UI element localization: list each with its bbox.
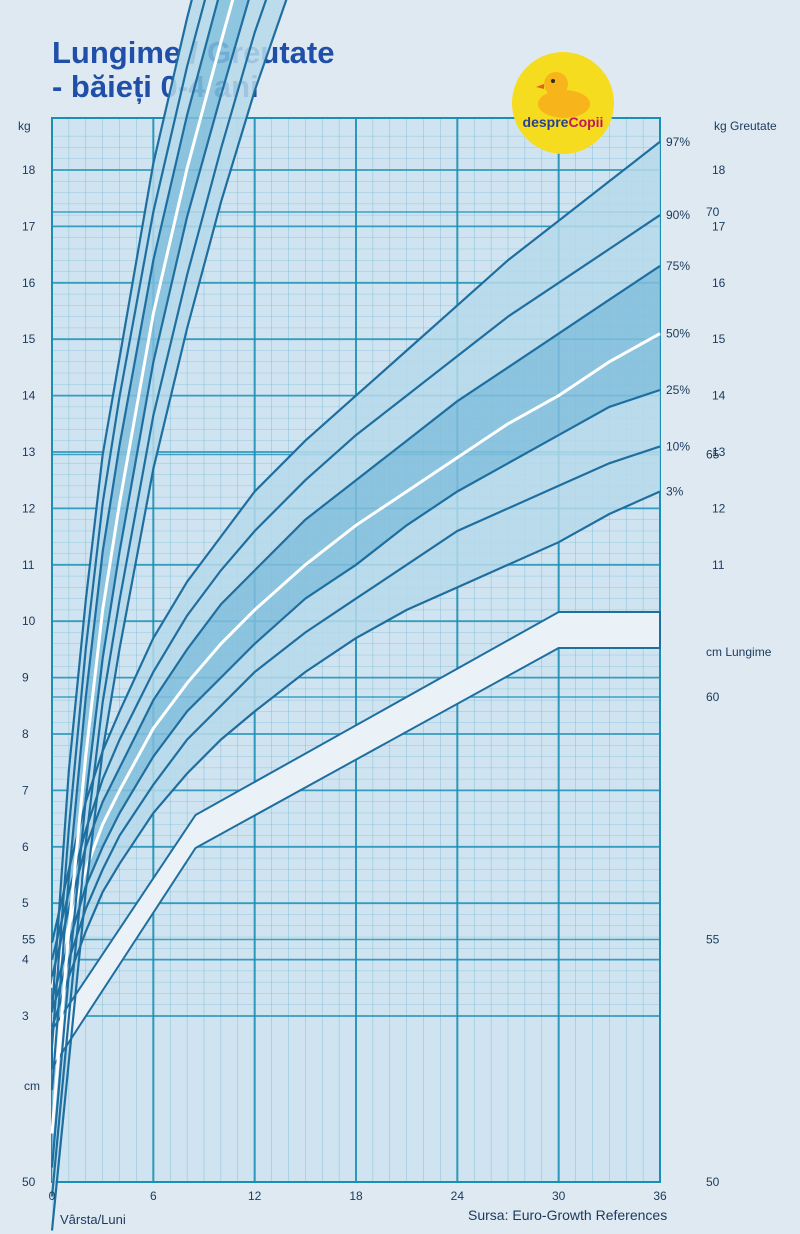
weight-left-tick: 13	[22, 445, 36, 459]
weight-left-tick: 14	[22, 389, 36, 403]
weight-right-tick: 13	[712, 445, 726, 459]
weight-curve-50p	[50, 332, 661, 989]
weight-left-tick: 10	[22, 614, 36, 628]
logo-text-copii: Copii	[568, 114, 604, 130]
weight-right-tick: 16	[712, 276, 726, 290]
x-tick-label: 12	[248, 1189, 262, 1203]
length-right-tick: 55	[706, 933, 720, 947]
weight-curve-10p	[50, 445, 661, 1011]
length-curve-10p	[50, 0, 268, 1197]
weight-right-tick: 18	[712, 163, 726, 177]
weight-band-25-3	[52, 390, 660, 1028]
length-right-unit: cm Lungime	[706, 645, 772, 659]
length-right-tick: 70	[706, 205, 720, 219]
weight-left-tick: 5	[22, 896, 29, 910]
length-curve-97p	[50, 0, 193, 1013]
weight-percentile-label: 3%	[666, 484, 684, 498]
weight-band-75-25	[52, 265, 660, 1000]
weight-band-90-75	[52, 215, 660, 977]
x-tick-label: 0	[49, 1189, 56, 1203]
length-right-tick: 50	[706, 1175, 720, 1189]
weight-left-tick: 15	[22, 332, 36, 346]
rubber-duck-icon	[536, 72, 590, 118]
weight-left-tick: 18	[22, 163, 36, 177]
weight-left-tick: 8	[22, 727, 29, 741]
weight-right-unit: kg Greutate	[714, 119, 777, 133]
weight-left-tick: 16	[22, 276, 36, 290]
weight-left-tick: 7	[22, 783, 29, 797]
x-tick-label: 36	[653, 1189, 667, 1203]
x-tick-label: 6	[150, 1189, 157, 1203]
weight-percentile-label: 25%	[666, 383, 690, 397]
weight-curve-3p	[50, 490, 661, 1028]
length-curve-90p	[50, 0, 207, 1047]
logo-wordmark: despreCopii	[512, 114, 614, 130]
weight-left-tick: 11	[22, 558, 35, 572]
weight-left-tick: 12	[22, 501, 36, 515]
weight-left-tick: 17	[22, 219, 36, 233]
weight-percentile-label: 50%	[666, 327, 690, 341]
weight-right-tick: 14	[712, 389, 726, 403]
source-note: Sursa: Euro-Growth References	[468, 1207, 667, 1223]
despre-copii-logo: despreCopii	[512, 52, 614, 154]
weight-percentile-label: 10%	[666, 439, 690, 453]
weight-left-tick: 3	[22, 1009, 29, 1023]
length-curve-3p	[50, 0, 288, 1231]
weight-left-tick: 4	[22, 953, 29, 967]
weight-curve-25p	[50, 388, 661, 1000]
logo-text-despre: despre	[522, 114, 569, 130]
weight-curve-75p	[50, 264, 661, 977]
weight-left-tick: 6	[22, 840, 29, 854]
length-left-tick: 55	[22, 933, 36, 947]
plot-border	[51, 117, 661, 1183]
weight-percentile-label: 90%	[666, 208, 690, 222]
weight-left-unit: kg	[18, 119, 31, 133]
weight-right-tick: 17	[712, 219, 726, 233]
weight-percentile-label: 75%	[666, 259, 690, 273]
weight-right-tick: 12	[712, 501, 726, 515]
weight-percentile-label: 97%	[666, 135, 690, 149]
weight-right-tick: 11	[712, 558, 725, 572]
panel-separator	[51, 611, 661, 1072]
x-tick-label: 18	[349, 1189, 363, 1203]
weight-curve-97p	[50, 140, 661, 943]
weight-left-tick: 9	[22, 671, 29, 685]
x-axis-label: Vârsta/Luni	[60, 1212, 126, 1227]
x-tick-label: 30	[552, 1189, 566, 1203]
length-right-tick: 65	[706, 448, 720, 462]
x-tick-label: 24	[451, 1189, 465, 1203]
weight-right-tick: 15	[712, 332, 726, 346]
length-left-unit: cm	[24, 1079, 40, 1093]
length-curve-25p	[50, 0, 250, 1168]
length-curve-75p	[50, 0, 220, 1090]
length-curve-50p	[50, 0, 235, 1134]
length-left-tick: 50	[22, 1175, 36, 1189]
length-right-tick: 60	[706, 690, 720, 704]
weight-band-97-90	[52, 141, 660, 960]
